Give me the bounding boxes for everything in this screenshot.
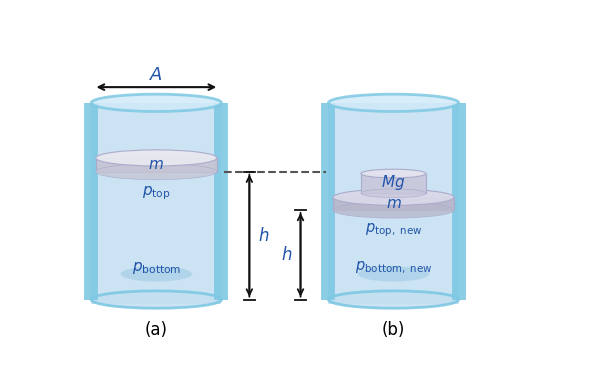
Ellipse shape xyxy=(358,266,430,281)
Ellipse shape xyxy=(91,291,221,308)
Text: $Mg$: $Mg$ xyxy=(382,173,406,192)
Text: $p_{\rm top}$: $p_{\rm top}$ xyxy=(142,184,171,202)
Text: $A$: $A$ xyxy=(149,66,163,84)
Text: $p_{\rm bottom}$: $p_{\rm bottom}$ xyxy=(131,260,181,276)
Text: $h$: $h$ xyxy=(281,246,292,264)
Bar xyxy=(333,197,454,210)
Ellipse shape xyxy=(91,94,221,111)
Bar xyxy=(91,103,221,304)
Ellipse shape xyxy=(333,202,454,218)
Text: $m$: $m$ xyxy=(386,196,401,211)
Ellipse shape xyxy=(121,266,192,281)
Text: $h$: $h$ xyxy=(258,227,269,245)
Text: $m$: $m$ xyxy=(148,157,164,172)
Text: $p_{\rm top,\ new}$: $p_{\rm top,\ new}$ xyxy=(365,221,422,239)
Text: (b): (b) xyxy=(382,320,405,339)
Ellipse shape xyxy=(361,189,426,197)
Ellipse shape xyxy=(96,164,217,180)
Ellipse shape xyxy=(328,94,458,111)
Bar xyxy=(328,103,458,304)
Ellipse shape xyxy=(333,189,454,205)
Ellipse shape xyxy=(361,169,426,178)
Ellipse shape xyxy=(328,291,458,308)
Text: $p_{\rm bottom,\ new}$: $p_{\rm bottom,\ new}$ xyxy=(355,260,433,276)
Text: (a): (a) xyxy=(145,320,168,339)
Bar xyxy=(361,173,426,193)
Bar xyxy=(96,158,217,172)
Ellipse shape xyxy=(96,150,217,166)
